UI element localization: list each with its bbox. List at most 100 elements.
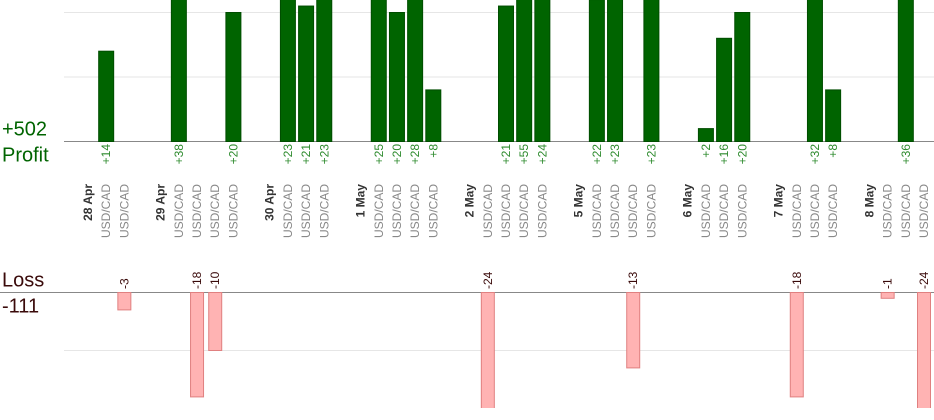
pair-label: USD/CAD [390,184,404,238]
loss-bar [917,292,931,408]
pair-label: USD/CAD [499,184,513,238]
pair-label: USD/CAD [790,184,804,238]
profit-value-label: +23 [281,144,295,165]
profit-bar [897,0,914,142]
date-label: 6 May [681,184,695,218]
profit-value-label: +32 [808,144,822,165]
profit-bar [225,12,242,142]
profit-value-label: +36 [899,144,913,165]
date-label: 7 May [772,184,786,218]
loss-bar [789,292,804,398]
pair-label: USD/CAD [172,184,186,238]
date-label: 5 May [572,184,586,218]
profit-bar [534,0,551,142]
loss-bar [208,292,223,351]
profit-value-label: +25 [372,144,386,165]
profit-value-label: +14 [99,144,113,165]
pair-label: USD/CAD [281,184,295,238]
profit-value-label: +21 [299,144,313,165]
loss-total: -111 [2,295,39,317]
profit-bar [407,0,424,142]
profit-bar [588,0,605,142]
profit-value-label: +16 [717,144,731,165]
profit-bar [516,0,533,142]
profit-bar [697,128,714,142]
pair-label: USD/CAD [481,184,495,238]
profit-bar [370,0,387,142]
profit-bar [170,0,187,142]
loss-bar [117,292,132,311]
pair-label: USD/CAD [535,184,549,238]
profit-bar [298,5,315,142]
profit-value-label: +21 [499,144,513,165]
loss-value-label: -1 [881,278,895,289]
pair-label: USD/CAD [735,184,749,238]
profit-value-label: +2 [699,144,713,158]
pair-label: USD/CAD [517,184,531,238]
loss-value-label: -24 [481,271,495,289]
pair-label: USD/CAD [590,184,604,238]
profit-value-label: +55 [517,144,531,165]
profit-bar [98,50,115,142]
loss-value-label: -18 [190,271,204,289]
profit-bar [825,89,842,142]
profit-total: +502 [2,118,47,140]
pair-label: USD/CAD [899,184,913,238]
pair-label: USD/CAD [408,184,422,238]
loss-bar [480,292,495,408]
profit-bar [734,12,751,142]
loss-value-label: -10 [208,271,222,289]
date-label: 29 Apr [154,184,168,221]
pair-label: USD/CAD [208,184,222,238]
profit-value-label: +8 [426,144,440,158]
profit-bar [388,12,405,142]
profit-value-label: +20 [226,144,240,165]
pair-label: USD/CAD [917,184,931,238]
pair-label: USD/CAD [826,184,840,238]
loss-label: Loss [2,269,44,291]
pair-label: USD/CAD [699,184,713,238]
date-label: 1 May [354,184,368,218]
loss-value-label: -24 [917,271,931,289]
pair-label: USD/CAD [317,184,331,238]
pair-label: USD/CAD [299,184,313,238]
pair-label: USD/CAD [608,184,622,238]
pair-label: USD/CAD [426,184,440,238]
pair-label: USD/CAD [881,184,895,238]
pair-label: USD/CAD [190,184,204,238]
pair-label: USD/CAD [117,184,131,238]
profit-bar [498,5,514,142]
profit-bar [643,0,660,142]
profit-value-label: +23 [644,144,658,165]
pair-label: USD/CAD [717,184,731,238]
pair-label: USD/CAD [644,184,658,238]
pair-label: USD/CAD [626,184,640,238]
pair-label: USD/CAD [372,184,386,238]
profit-value-label: +23 [317,144,331,165]
profit-value-label: +22 [590,144,604,165]
profit-bar [279,0,296,142]
profit-value-label: +24 [535,144,549,165]
loss-value-label: -18 [790,271,804,289]
profit-value-label: +8 [826,144,840,158]
profit-bar [716,37,733,142]
pair-label: USD/CAD [226,184,240,238]
loss-bar [626,292,641,369]
profit-value-label: +28 [408,144,422,165]
date-label: 8 May [862,184,876,218]
loss-value-label: -13 [626,271,640,289]
loss-value-label: -3 [117,278,131,289]
profit-label: Profit [2,144,49,166]
profit-bar [806,0,823,142]
profit-value-label: +23 [608,144,622,165]
profit-value-label: +20 [390,144,404,165]
profit-value-label: +20 [735,144,749,165]
date-label: 30 Apr [263,184,277,221]
loss-bar [190,292,205,398]
date-label: 28 Apr [81,184,95,221]
profit-bar [316,0,333,142]
profit-bar [425,89,442,142]
date-label: 2 May [463,184,477,218]
pair-label: USD/CAD [808,184,822,238]
